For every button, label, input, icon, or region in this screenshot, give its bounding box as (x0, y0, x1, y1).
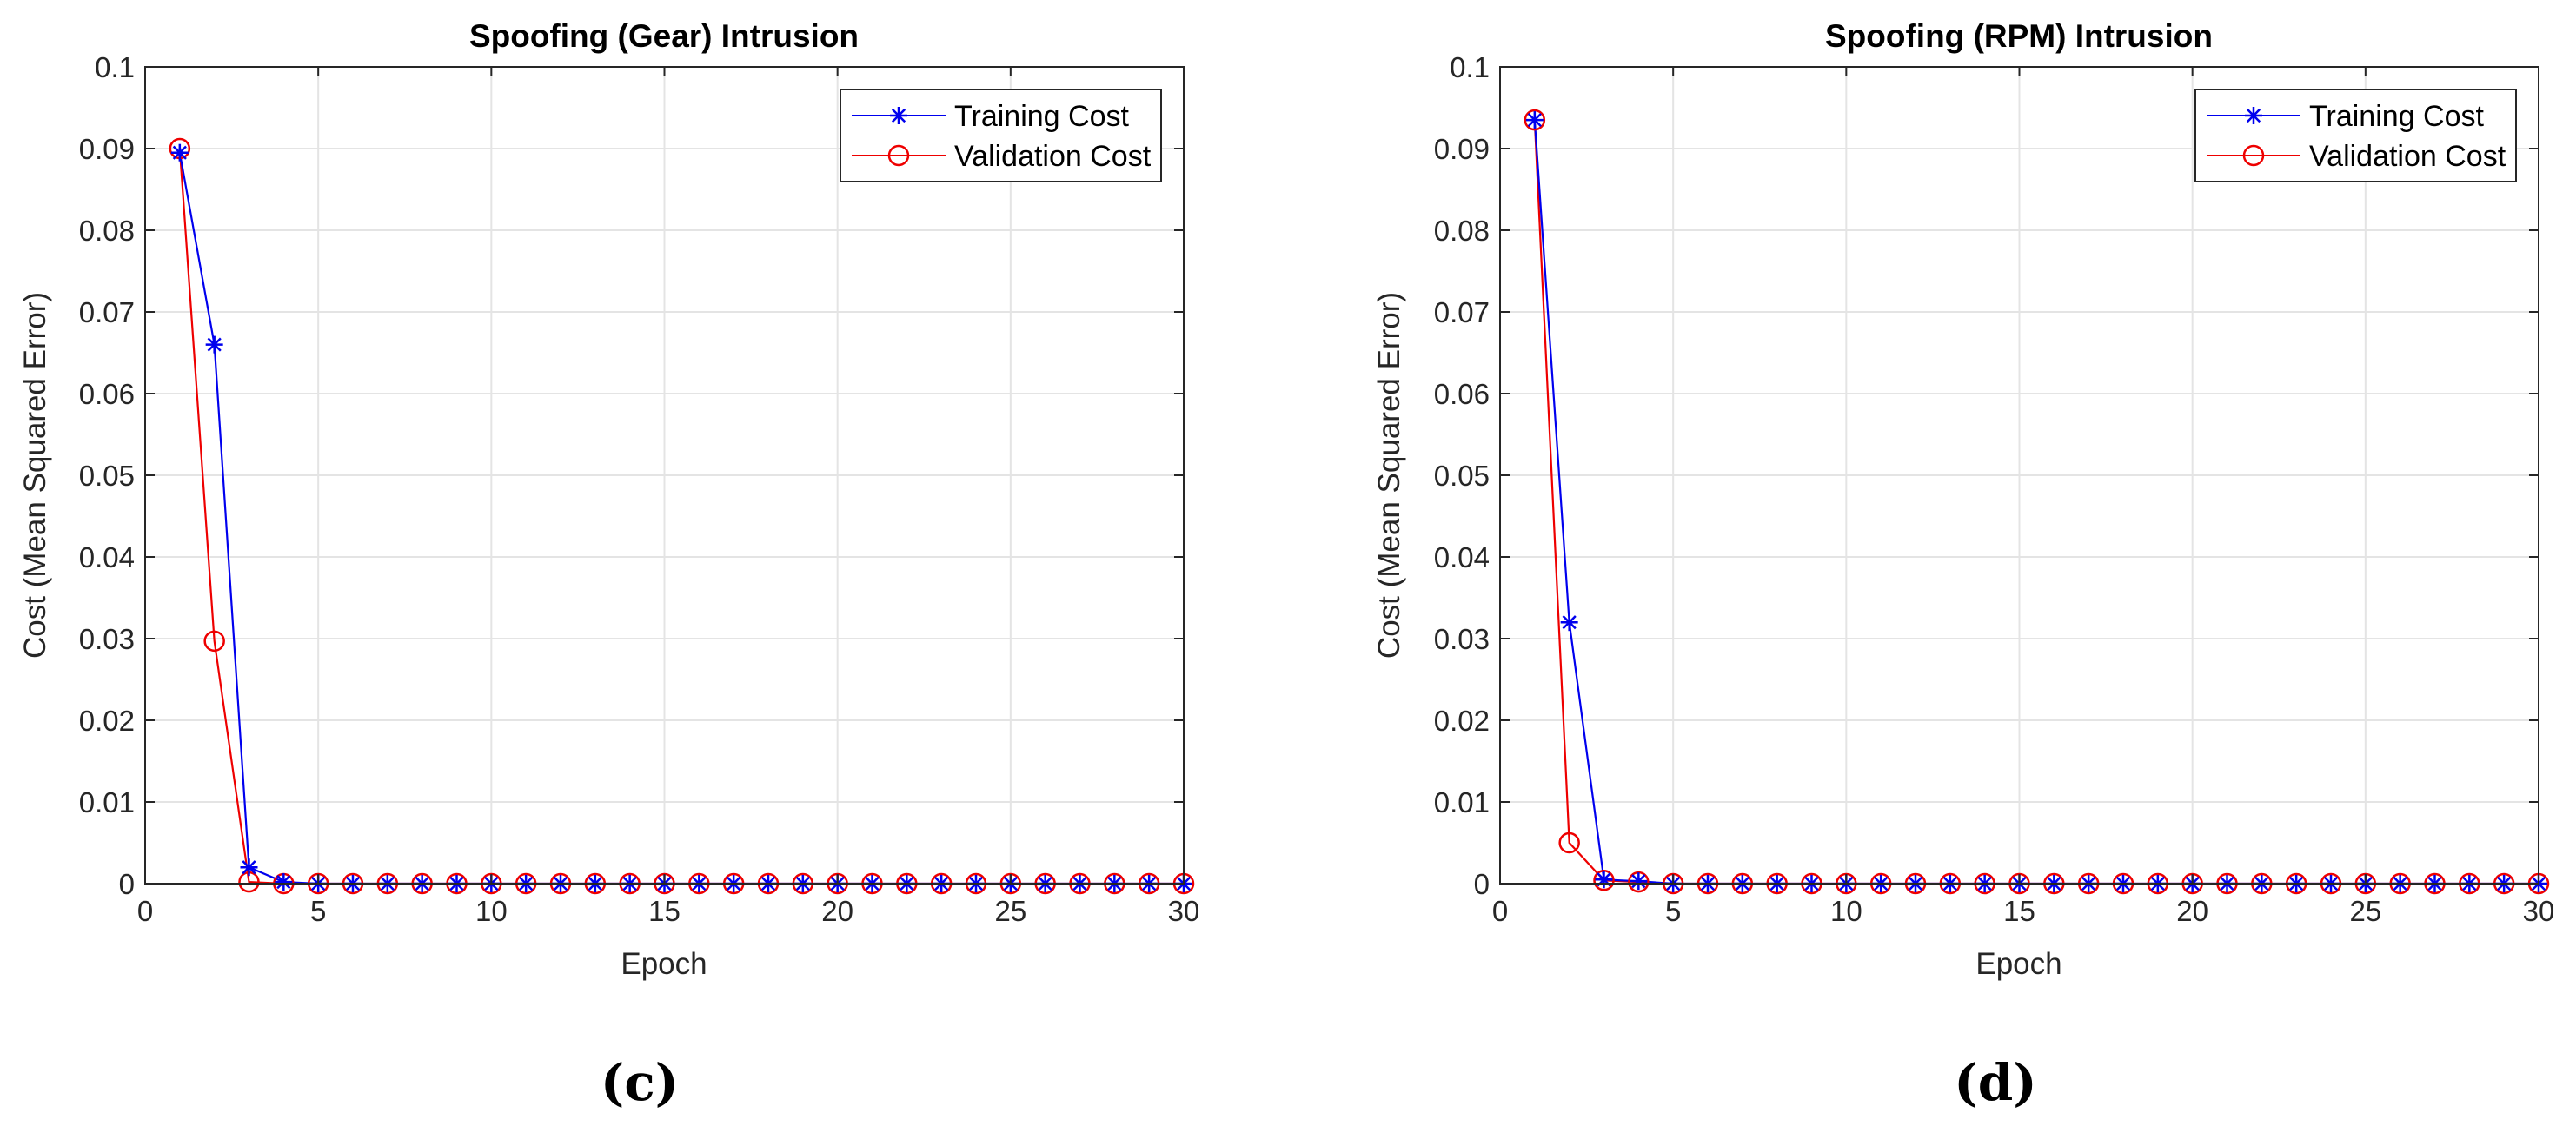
y-tick-label: 0.01 (1434, 786, 1490, 818)
data-point-training (275, 873, 293, 891)
y-tick-label: 0.1 (1450, 51, 1490, 83)
y-tick-label: 0.05 (1434, 460, 1490, 492)
ticks: 0 5 10 15 20 25 30 0 0.01 0.02 0.03 0.04 0.05 0.06 0.0… (79, 51, 1200, 927)
x-tick-label: 30 (2523, 895, 2555, 927)
y-axis-label: Cost (Mean Squared Error) (1372, 292, 1406, 659)
y-tick-label: 0 (119, 868, 135, 900)
x-tick-label: 5 (310, 895, 326, 927)
y-tick-label: 0.07 (79, 296, 135, 328)
y-tick-label: 0.02 (1434, 705, 1490, 737)
data-point-training (205, 335, 223, 354)
legend-label-validation: Validation Cost (954, 140, 1152, 173)
y-tick-label: 0.04 (1434, 541, 1490, 573)
chart-panel-c: 0 5 10 15 20 25 30 0 0.01 0.02 0.03 0.04 0.05 0.06 0.0… (18, 18, 1199, 1112)
panel-caption: (d) (1954, 1053, 2036, 1112)
x-tick-label: 10 (475, 895, 508, 927)
y-tick-label: 0.09 (1434, 133, 1490, 165)
data-point-validation (1558, 832, 1580, 854)
y-tick-label: 0.01 (79, 786, 135, 818)
y-tick-label: 0.09 (79, 133, 135, 165)
y-tick-label: 0.08 (1434, 215, 1490, 247)
y-tick-label: 0.03 (1434, 623, 1490, 655)
x-tick-label: 25 (994, 895, 1026, 927)
x-tick-label: 10 (1830, 895, 1862, 927)
y-tick-label: 0.03 (79, 623, 135, 655)
legend-asterisk-glyph (2245, 107, 2262, 124)
legend: Training Cost Validation Cost (2194, 89, 2517, 182)
x-tick-label: 15 (2003, 895, 2035, 927)
y-tick-label: 0 (1474, 868, 1490, 900)
legend-marker-training (2245, 107, 2262, 124)
data-point-training (1630, 872, 1648, 891)
data-point-training (1595, 871, 1613, 889)
legend-marker-validation (887, 144, 910, 167)
x-tick-label: 20 (821, 895, 853, 927)
legend: Training Cost Validation Cost (840, 89, 1162, 182)
x-tick-label: 20 (2176, 895, 2208, 927)
x-tick-label: 0 (137, 895, 153, 927)
legend-marker-training (890, 107, 907, 124)
x-axis-label: Epoch (1975, 947, 2061, 981)
data-point-training (1560, 613, 1578, 632)
legend-label-training: Training Cost (2309, 100, 2484, 133)
data-point-validation (1628, 871, 1650, 893)
data-point-training (240, 858, 258, 877)
x-tick-label: 30 (1168, 895, 1200, 927)
x-tick-label: 0 (1492, 895, 1508, 927)
y-axis-label: Cost (Mean Squared Error) (18, 292, 52, 659)
y-tick-label: 0.02 (79, 705, 135, 737)
y-tick-label: 0.07 (1434, 296, 1490, 328)
y-tick-label: 0.08 (79, 215, 135, 247)
legend-box (840, 89, 1162, 182)
y-tick-label: 0.04 (79, 541, 135, 573)
chart-title: Spoofing (RPM) Intrusion (1825, 18, 2213, 54)
x-tick-label: 5 (1665, 895, 1681, 927)
x-tick-label: 15 (648, 895, 681, 927)
x-tick-label: 25 (2349, 895, 2381, 927)
x-axis-label: Epoch (621, 947, 707, 981)
chart-panel-d: 0 5 10 15 20 25 30 0 0.01 0.02 0.03 0.04 0.05 0.06 0.0… (1372, 18, 2554, 1112)
y-tick-label: 0.06 (1434, 378, 1490, 410)
y-tick-label: 0.06 (79, 378, 135, 410)
data-point-validation (203, 630, 225, 653)
y-tick-label: 0.1 (95, 51, 135, 83)
data-point-training (1525, 111, 1544, 129)
data-point-validation (1524, 109, 1546, 131)
legend-label-validation: Validation Cost (2309, 140, 2506, 173)
data-point-training (170, 143, 189, 162)
legend-box (2194, 89, 2517, 182)
ticks: 0 5 10 15 20 25 30 0 0.01 0.02 0.03 0.04 0.05 0.06 0.0… (1434, 51, 2555, 927)
legend-asterisk-glyph (890, 107, 907, 124)
panel-caption: (c) (601, 1053, 679, 1112)
chart-title: Spoofing (Gear) Intrusion (469, 18, 859, 54)
legend-marker-validation (2242, 144, 2265, 167)
data-point-validation (1593, 869, 1615, 891)
y-tick-label: 0.05 (79, 460, 135, 492)
legend-label-training: Training Cost (954, 100, 1129, 133)
